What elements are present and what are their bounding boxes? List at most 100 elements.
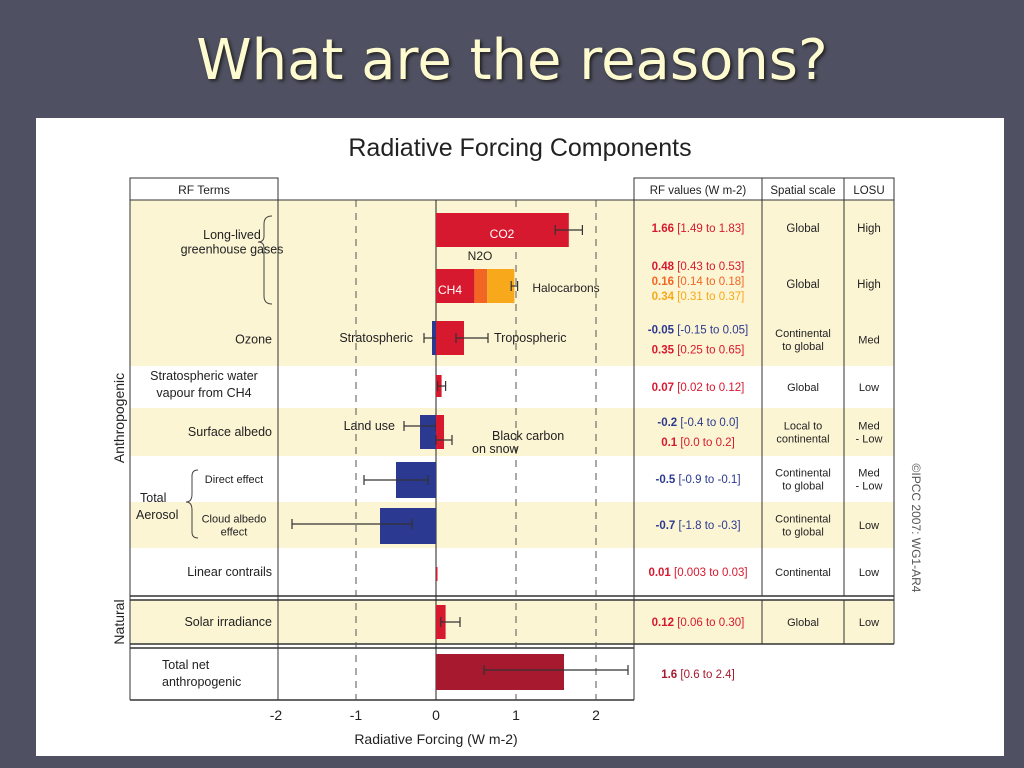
row-band-aer_cloud — [130, 502, 894, 548]
rf-value-llghg-1-range: [0.43 to 0.53] — [674, 261, 744, 273]
rf-value-llghg-2-range: [0.14 to 0.18] — [674, 276, 744, 288]
rf-value-aer_direct-0-central: -0.5 — [655, 474, 675, 486]
losu-aer_cloud: Low — [859, 520, 879, 532]
term-label-solar: Solar irradiance — [184, 615, 272, 629]
bar-label-n2o: N2O — [468, 249, 493, 263]
x-tick-label: 0 — [432, 707, 440, 723]
side-label-credit: ©IPCC 2007: WG1-AR4 — [909, 464, 923, 593]
brace-llghg — [257, 215, 273, 305]
bar-label-stratospheric: Stratospheric — [339, 331, 413, 345]
slide-title: What are the reasons? — [196, 28, 828, 93]
rf-value-aer_cloud-0: -0.7 [-1.8 to -0.3] — [655, 520, 740, 532]
term-label-aer_cloud: effect — [221, 526, 248, 538]
losu-aer_direct: Med — [858, 467, 879, 479]
side-label-anthropogenic: Anthropogenic — [111, 373, 127, 463]
term-label-llghg: greenhouse gases — [181, 243, 284, 257]
bar-ch4 — [436, 269, 475, 303]
bar-n2o — [474, 269, 488, 303]
losu-llghg: High — [857, 223, 881, 235]
bar-contrails — [436, 567, 438, 581]
spatial-scale-strat_h2o: Global — [787, 382, 819, 394]
rf-value-llghg-1: 0.48 [0.43 to 0.53] — [652, 261, 745, 273]
spatial-scale-contrails: Continental — [775, 567, 831, 579]
aerosol-label: Aerosol — [136, 508, 178, 522]
x-axis-label: Radiative Forcing (W m-2) — [354, 731, 517, 747]
header-spatial-scale: Spatial scale — [770, 185, 835, 197]
term-label-aer_cloud: Cloud albedo — [202, 513, 267, 525]
bar-land-use — [420, 415, 436, 449]
rf-value-solar-0-range: [0.06 to 0.30] — [674, 617, 744, 629]
chart-title: Radiative Forcing Components — [348, 134, 691, 162]
rf-value-albedo-1-range: [0.0 to 0.2] — [677, 437, 735, 449]
losu-aer_direct: - Low — [856, 480, 883, 492]
x-tick-label: 2 — [592, 707, 600, 723]
spatial-scale-ozone: to global — [782, 341, 824, 353]
spatial-scale-albedo: Local to — [784, 420, 823, 432]
rf-value-llghg-2-central: 0.16 — [652, 276, 674, 288]
rf-value-strat_h2o-0-range: [0.02 to 0.12] — [674, 382, 744, 394]
rf-value-albedo-0-range: [-0.4 to 0.0] — [677, 417, 738, 429]
rf-value-total-0-central: 1.6 — [661, 669, 677, 681]
term-label-llghg: Long-lived — [203, 228, 261, 242]
rf-value-solar-0: 0.12 [0.06 to 0.30] — [652, 617, 745, 629]
rf-value-contrails-0: 0.01 [0.003 to 0.03] — [648, 567, 747, 579]
losu-llghg: High — [857, 279, 881, 291]
rf-value-solar-0-central: 0.12 — [652, 617, 674, 629]
rf-value-llghg-3-range: [0.31 to 0.37] — [674, 291, 744, 303]
term-label-total: Total net — [162, 658, 210, 672]
bar-halocarbons — [487, 269, 515, 303]
rf-value-albedo-1: 0.1 [0.0 to 0.2] — [661, 437, 735, 449]
term-label-aer_direct: Direct effect — [205, 474, 264, 486]
rf-chart: Radiative Forcing Components RF Terms RF v… — [111, 134, 923, 747]
rf-value-aer_direct-0: -0.5 [-0.9 to -0.1] — [655, 474, 740, 486]
bar-label-halocarbons: Halocarbons — [532, 281, 599, 295]
header-rf-values: RF values (W m-2) — [650, 185, 747, 197]
losu-strat_h2o: Low — [859, 382, 879, 394]
bar-label-ch4: CH4 — [438, 283, 462, 297]
bar-black-carbon — [436, 415, 444, 449]
rf-value-ozone-1: 0.35 [0.25 to 0.65] — [652, 345, 745, 357]
spatial-scale-llghg: Global — [786, 223, 819, 235]
side-label-natural: Natural — [111, 599, 127, 644]
rf-figure: Radiative Forcing Components RF Terms RF v… — [36, 118, 1004, 756]
rf-value-llghg-0-central: 1.66 — [652, 223, 674, 235]
bar-label-land-use: Land use — [344, 419, 395, 433]
term-label-strat_h2o: Stratospheric water — [150, 369, 258, 383]
rf-value-aer_direct-0-range: [-0.9 to -0.1] — [675, 474, 740, 486]
x-tick-label: 1 — [512, 707, 520, 723]
rf-value-llghg-3: 0.34 [0.31 to 0.37] — [652, 291, 745, 303]
bar-label-tropospheric: Tropospheric — [494, 331, 567, 345]
x-tick-label: -2 — [270, 707, 283, 723]
losu-solar: Low — [859, 617, 879, 629]
rf-value-ozone-1-range: [0.25 to 0.65] — [674, 345, 744, 357]
bar-label-co2: CO2 — [490, 227, 515, 241]
spatial-scale-llghg: Global — [786, 279, 819, 291]
row-band-albedo — [130, 408, 894, 456]
rf-value-contrails-0-central: 0.01 — [648, 567, 671, 579]
row-band-solar — [130, 600, 894, 644]
x-tick-label: -1 — [350, 707, 363, 723]
term-label-strat_h2o-line2: vapour from CH4 — [156, 386, 251, 400]
spatial-scale-aer_cloud: Continental — [775, 513, 831, 525]
term-label-ozone: Ozone — [235, 333, 272, 347]
brace-aerosol — [185, 469, 199, 539]
term-label-total: anthropogenic — [162, 675, 241, 689]
rf-value-aer_cloud-0-range: [-1.8 to -0.3] — [675, 520, 740, 532]
rf-value-strat_h2o-0-central: 0.07 — [652, 382, 674, 394]
rf-value-total-0-range: [0.6 to 2.4] — [677, 669, 735, 681]
losu-contrails: Low — [859, 567, 879, 579]
bar-label-black-carbon: Black carbon — [492, 429, 564, 443]
term-label-contrails: Linear contrails — [187, 565, 272, 579]
bar-label-black-carbon: on snow — [472, 442, 520, 456]
rf-value-aer_cloud-0-central: -0.7 — [655, 520, 675, 532]
spatial-scale-aer_direct: Continental — [775, 467, 831, 479]
rf-value-albedo-0: -0.2 [-0.4 to 0.0] — [657, 417, 738, 429]
rf-value-llghg-0: 1.66 [1.49 to 1.83] — [652, 223, 745, 235]
rf-value-total-0: 1.6 [0.6 to 2.4] — [661, 669, 735, 681]
bar-co2 — [436, 213, 569, 247]
rf-value-strat_h2o-0: 0.07 [0.02 to 0.12] — [652, 382, 745, 394]
rf-value-llghg-2: 0.16 [0.14 to 0.18] — [652, 276, 745, 288]
rf-value-contrails-0-range: [0.003 to 0.03] — [671, 567, 748, 579]
rf-value-llghg-1-central: 0.48 — [652, 261, 675, 273]
rf-value-albedo-0-central: -0.2 — [657, 417, 677, 429]
